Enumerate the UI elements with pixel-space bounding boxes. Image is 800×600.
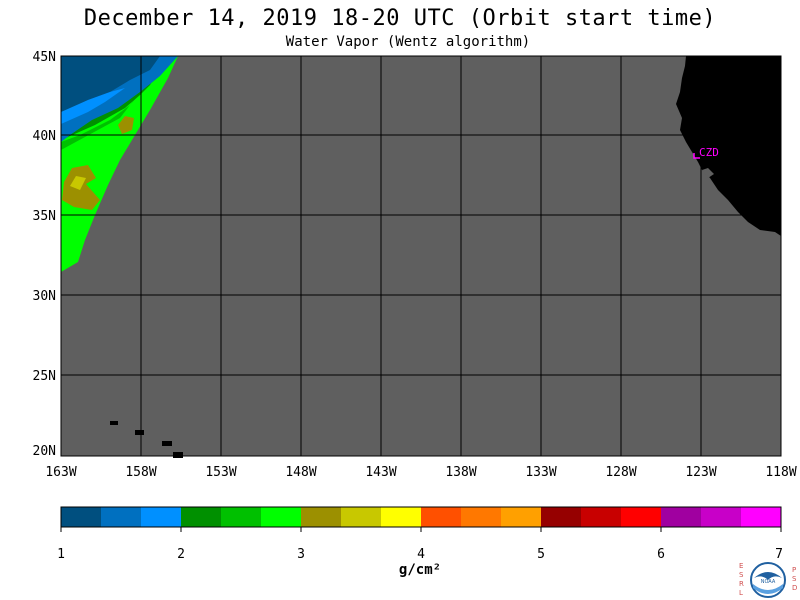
no-data-area [61, 56, 781, 456]
psd-letters: P S D [792, 566, 797, 592]
logo-letter: R [739, 580, 744, 588]
logo-letter: D [792, 584, 797, 592]
colorbar-segment [701, 507, 741, 527]
lon-label: 123W [685, 465, 716, 480]
colorbar-segment [181, 507, 221, 527]
colorbar-tick-label: 4 [417, 547, 425, 562]
lat-label: 35N [33, 209, 56, 224]
water-vapor-swath [61, 56, 178, 272]
land-bay-detail [702, 168, 714, 178]
station-marker-czd: CZD [693, 146, 719, 159]
lat-label: 30N [33, 289, 56, 304]
colorbar-segment [141, 507, 181, 527]
colorbar-segment [421, 507, 461, 527]
colorbar-ticks: 1 2 3 4 5 6 7 [57, 547, 783, 562]
colorbar-segment [261, 507, 301, 527]
grid-lines [60, 55, 782, 457]
land-north-america [676, 56, 781, 236]
colorbar-segment [101, 507, 141, 527]
logo-letter: P [792, 566, 796, 574]
colorbar-tick-label: 3 [297, 547, 305, 562]
station-label: CZD [699, 146, 719, 159]
colorbar-segment [381, 507, 421, 527]
map-subtitle: Water Vapor (Wentz algorithm) [285, 34, 531, 50]
noaa-bird [754, 572, 782, 580]
lat-label: 25N [33, 369, 56, 384]
swath-olive-small [118, 116, 134, 134]
swath-light-blue [61, 88, 125, 124]
lon-label: 118W [765, 465, 796, 480]
esrl-letters: E S R L [739, 562, 744, 597]
noaa-logo: E S R L NOAA P S D [739, 562, 797, 598]
logo-letter: L [739, 589, 743, 597]
lon-label: 153W [205, 465, 236, 480]
lat-labels: 45N 40N 35N 30N 25N 20N [33, 50, 56, 459]
lat-label: 20N [33, 444, 56, 459]
lon-label: 128W [605, 465, 636, 480]
lon-label: 163W [45, 465, 76, 480]
colorbar-segment [501, 507, 541, 527]
logo-letter: S [792, 575, 797, 583]
colorbar-segment [341, 507, 381, 527]
colorbar-segment [621, 507, 661, 527]
lon-label: 143W [365, 465, 396, 480]
island-maui [162, 441, 172, 446]
colorbar-tick-label: 7 [775, 547, 783, 562]
colorbar-segment [741, 507, 781, 527]
logo-letter: S [739, 571, 744, 579]
colorbar-tick-label: 6 [657, 547, 665, 562]
colorbar-segment [581, 507, 621, 527]
island-oahu [135, 430, 144, 435]
colorbar-segment [461, 507, 501, 527]
logo-letter: E [739, 562, 743, 570]
colorbar-segment [221, 507, 261, 527]
lon-label: 133W [525, 465, 556, 480]
lat-label: 40N [33, 129, 56, 144]
lat-label: 45N [33, 50, 56, 65]
noaa-text: NOAA [761, 579, 776, 585]
colorbar-segment [301, 507, 341, 527]
lon-label: 148W [285, 465, 316, 480]
map-title: December 14, 2019 18-20 UTC (Orbit start… [83, 6, 717, 31]
lon-label: 158W [125, 465, 156, 480]
hawaiian-islands [110, 421, 183, 458]
swath-deep-blue [61, 56, 160, 112]
colorbar-tick-label: 5 [537, 547, 545, 562]
swath-yellow-olive [70, 176, 86, 190]
lon-labels: 163W 158W 153W 148W 143W 138W 133W 128W … [45, 465, 796, 480]
colorbar-tick-label: 2 [177, 547, 185, 562]
lon-label: 138W [445, 465, 476, 480]
noaa-wave [753, 584, 783, 594]
colorbar [60, 506, 782, 532]
colorbar-segment [61, 507, 101, 527]
colorbar-segment [661, 507, 701, 527]
station-symbol [693, 153, 700, 159]
colorbar-unit: g/cm² [398, 562, 442, 578]
colorbar-tick-label: 1 [57, 547, 65, 562]
island-kauai [110, 421, 118, 425]
colorbar-segment [541, 507, 581, 527]
island-big-island [173, 452, 183, 458]
